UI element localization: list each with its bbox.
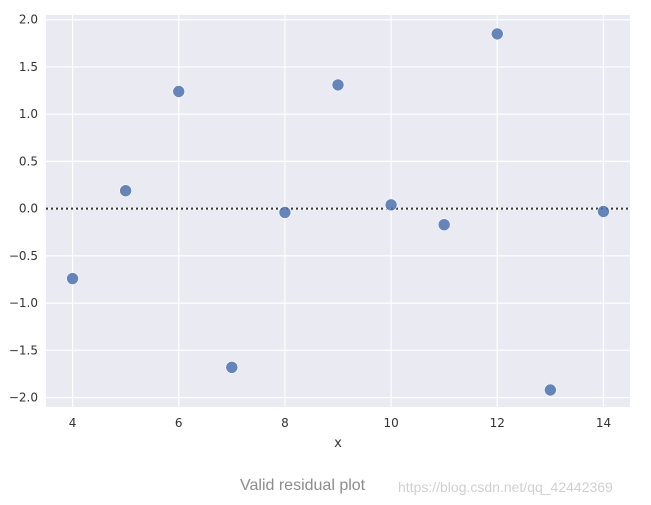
data-point [490, 27, 504, 41]
x-tick-label: 12 [490, 416, 505, 430]
x-tick-label: 8 [281, 416, 289, 430]
data-points [66, 27, 610, 397]
watermark: https://blog.csdn.net/qq_42442369 [398, 479, 613, 495]
y-axis-ticks: 2.0 1.5 1.0 0.5 0.0 −0.5 −1.0 −1.5 −2.0 [9, 13, 38, 405]
figure-caption: Valid residual plot [240, 477, 366, 494]
x-tick-label: 14 [596, 416, 611, 430]
x-axis-ticks: 4 6 8 10 12 14 [69, 416, 611, 430]
y-tick-label: −0.5 [9, 249, 38, 263]
data-point [66, 272, 79, 285]
y-tick-label: 1.0 [19, 107, 38, 121]
data-point [437, 218, 451, 231]
y-tick-label: −1.5 [9, 343, 38, 357]
data-point [544, 383, 557, 397]
y-tick-label: 1.5 [19, 60, 38, 74]
y-tick-label: 0.0 [19, 202, 38, 216]
y-tick-label: 0.5 [19, 154, 38, 168]
y-tick-label: −2.0 [9, 391, 38, 405]
plot-area [46, 15, 630, 407]
data-point [119, 184, 132, 197]
x-axis-label: x [334, 436, 342, 451]
data-point [278, 206, 292, 219]
x-tick-label: 10 [383, 416, 398, 430]
data-point [225, 361, 239, 374]
y-tick-label: −1.0 [9, 296, 38, 310]
x-tick-label: 4 [69, 416, 77, 430]
data-point [597, 205, 610, 218]
residual-plot: 4 6 8 10 12 14 2.0 1.5 1.0 0.5 0.0 −0.5 −1.0 −1.5 −2.… [9, 13, 630, 451]
y-tick-label: 2.0 [19, 13, 38, 27]
data-point [331, 78, 345, 92]
x-tick-label: 6 [175, 416, 183, 430]
data-point [384, 198, 398, 212]
data-point [172, 85, 186, 98]
